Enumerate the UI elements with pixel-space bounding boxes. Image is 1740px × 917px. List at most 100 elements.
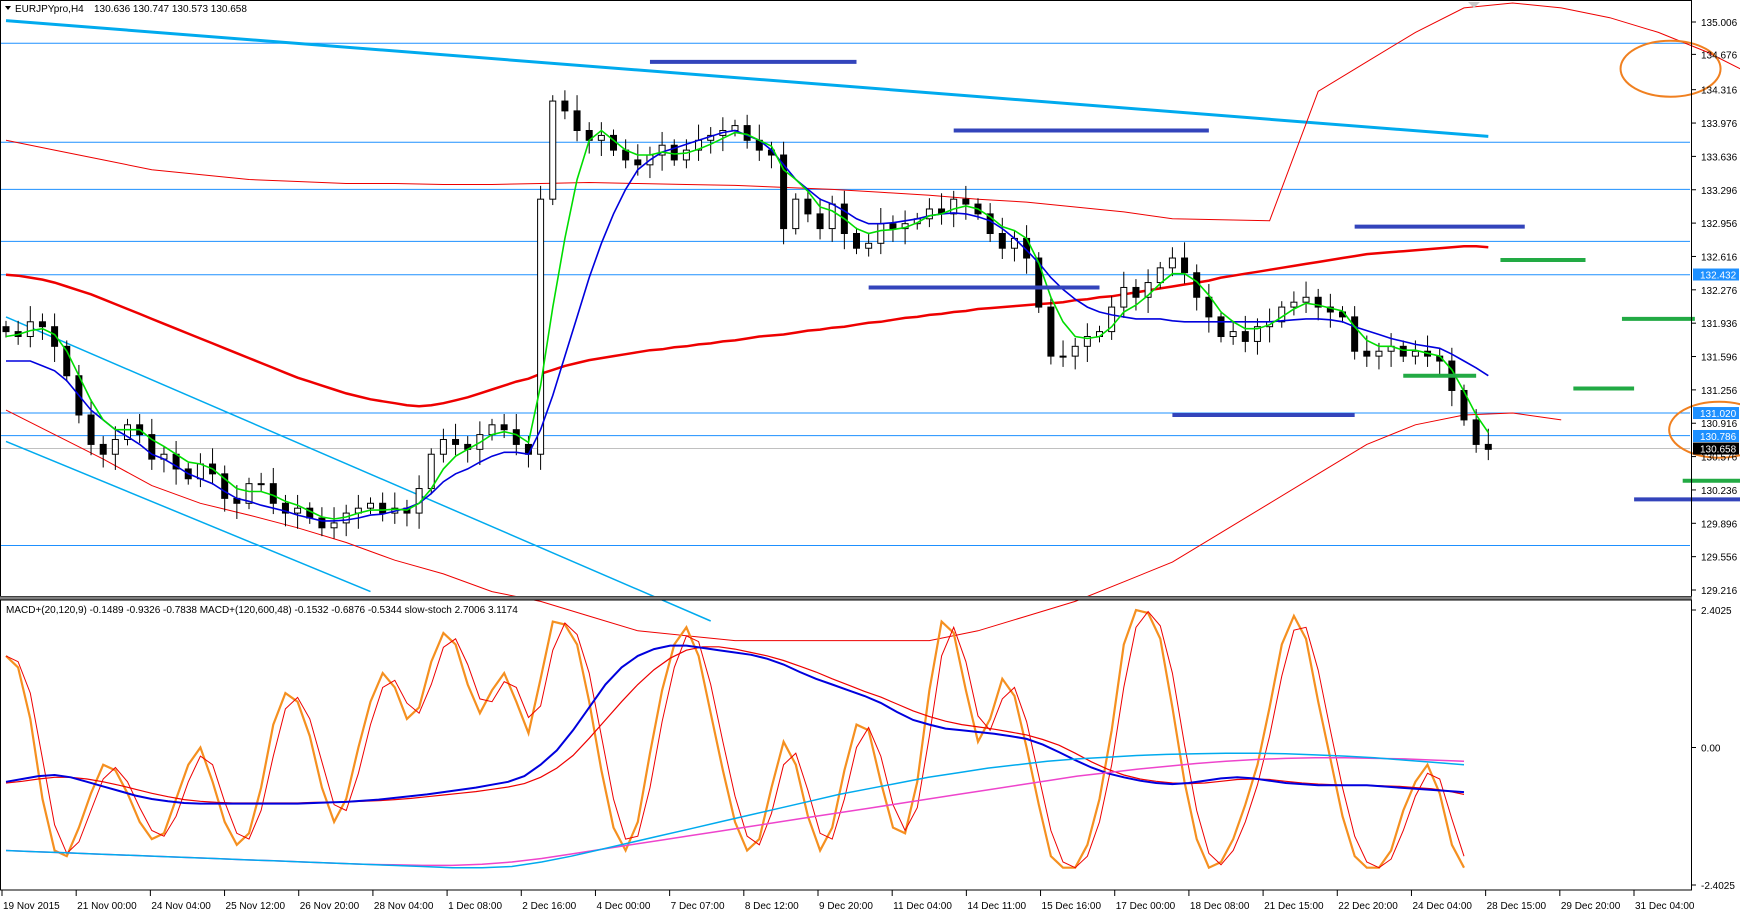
time-axis[interactable]: 19 Nov 2015 21 Nov 00:00 24 Nov 04:00 25 No… bbox=[1, 890, 1695, 912]
candle-bear bbox=[1217, 316, 1225, 338]
candle-bear bbox=[1314, 296, 1322, 308]
ma-fast-line bbox=[5, 129, 1489, 520]
candle-bull bbox=[877, 223, 885, 244]
time-tick-label: 11 Dec 04:00 bbox=[893, 901, 952, 912]
candle-bull bbox=[1229, 331, 1237, 338]
indicator-tick-label: 2.4025 bbox=[1701, 606, 1732, 617]
candle-bear bbox=[1241, 331, 1249, 342]
candle-bull bbox=[1278, 306, 1286, 323]
time-tick-label: 19 Nov 2015 bbox=[3, 901, 60, 912]
candle-bear bbox=[2, 326, 10, 333]
time-tick-label: 2 Dec 16:00 bbox=[522, 901, 576, 912]
candle-bear bbox=[962, 198, 970, 205]
candle-bear bbox=[1205, 296, 1213, 318]
candle-bull bbox=[925, 208, 933, 220]
candle-bull bbox=[111, 439, 119, 455]
time-tick-label: 24 Nov 04:00 bbox=[151, 901, 211, 912]
candle-bull bbox=[1253, 326, 1261, 342]
candle-bull bbox=[294, 507, 302, 514]
candle-bear bbox=[1035, 257, 1043, 308]
candle-bear bbox=[318, 517, 326, 529]
time-tick-label: 1 Dec 08:00 bbox=[448, 901, 502, 912]
time-tick-label: 29 Dec 20:00 bbox=[1561, 901, 1621, 912]
candle-bull bbox=[196, 463, 204, 480]
price-label-text: 132.432 bbox=[1700, 271, 1737, 282]
time-tick-label: 9 Dec 20:00 bbox=[819, 901, 873, 912]
candle-bear bbox=[853, 233, 860, 249]
price-tick-label: 129.896 bbox=[1701, 519, 1738, 530]
price-tick-label: 131.936 bbox=[1701, 319, 1738, 330]
price-tick-label: 130.576 bbox=[1701, 453, 1738, 464]
price-tick-label: 134.676 bbox=[1701, 50, 1738, 61]
price-tick-label: 130.236 bbox=[1701, 486, 1738, 497]
candle-bear bbox=[1181, 257, 1189, 274]
trendline-upper-channel bbox=[5, 19, 1489, 138]
price-tick-label: 132.276 bbox=[1701, 286, 1738, 297]
price-labels: 132.432 131.020 130.786 130.658 bbox=[1693, 268, 1739, 456]
price-tick-label: 129.556 bbox=[1701, 553, 1738, 564]
stoch-signal bbox=[5, 610, 1465, 869]
price-tick-label: 131.256 bbox=[1701, 386, 1738, 397]
price-tick-label: 133.636 bbox=[1701, 152, 1738, 163]
envelope-bands bbox=[5, 2, 1740, 642]
candle-bull bbox=[26, 321, 34, 338]
candle-bear bbox=[1132, 286, 1140, 298]
candle-bear bbox=[634, 159, 642, 166]
candle-bull bbox=[257, 483, 265, 486]
candle-bear bbox=[87, 414, 95, 445]
trend-lines[interactable] bbox=[5, 19, 1489, 622]
price-label-text: 130.786 bbox=[1700, 432, 1737, 443]
candle-bull bbox=[792, 198, 800, 230]
candle-bear bbox=[1472, 419, 1480, 445]
price-tick-label: 130.916 bbox=[1701, 419, 1738, 430]
ma-slow-blue bbox=[6, 129, 1489, 522]
indicator-tick-label: 0.00 bbox=[1701, 744, 1721, 755]
candle-bull bbox=[1071, 345, 1079, 357]
price-label-box bbox=[1693, 407, 1739, 420]
macd-slow-main bbox=[5, 752, 1465, 869]
candle-bear bbox=[1351, 316, 1359, 352]
candle-bull bbox=[1411, 350, 1419, 357]
dropdown-triangle-icon[interactable] bbox=[5, 6, 11, 10]
candle-bear bbox=[573, 110, 581, 131]
candle-bear bbox=[148, 434, 156, 460]
candle-bear bbox=[1484, 443, 1492, 450]
price-label-box bbox=[1693, 429, 1739, 442]
candle-bear bbox=[816, 213, 824, 230]
indicator-tick-label: -2.4025 bbox=[1701, 881, 1735, 892]
candle-bull bbox=[1144, 282, 1152, 298]
price-label-box bbox=[1693, 268, 1739, 281]
candle-bull bbox=[537, 198, 545, 455]
ma-200-red bbox=[5, 245, 1489, 408]
indicator-subchart bbox=[5, 608, 1465, 870]
candle-bear bbox=[452, 439, 460, 445]
highlight-circles[interactable] bbox=[1619, 39, 1740, 459]
time-tick-label: 28 Dec 15:00 bbox=[1487, 901, 1547, 912]
candle-bull bbox=[1302, 296, 1310, 303]
trendline-channel-bottom bbox=[5, 440, 371, 593]
candle-bull bbox=[1290, 301, 1298, 308]
candle-bear bbox=[804, 198, 812, 215]
price-label-text: 131.020 bbox=[1700, 409, 1737, 420]
time-tick-label: 18 Dec 08:00 bbox=[1190, 901, 1250, 912]
price-axis[interactable]: 135.006 134.676 134.316 133.976 133.636 133.2… bbox=[1692, 18, 1738, 597]
support-resistance-marks[interactable] bbox=[649, 59, 1740, 502]
candle-bull bbox=[597, 134, 605, 141]
price-label-box bbox=[1693, 442, 1739, 455]
price-tick-label: 129.216 bbox=[1701, 586, 1738, 597]
sub-panel-frame bbox=[0, 599, 1692, 891]
scroll-marker-icon[interactable] bbox=[1468, 2, 1480, 8]
candle-bear bbox=[269, 483, 277, 504]
time-tick-label: 8 Dec 12:00 bbox=[745, 901, 799, 912]
candle-bear bbox=[1399, 345, 1407, 357]
ohlc-info: 130.636 130.747 130.573 130.658 bbox=[94, 4, 247, 15]
indicator-axis: 2.4025 0.00 -2.4025 bbox=[1692, 606, 1735, 892]
band-lower bbox=[5, 409, 1562, 642]
macd-fast-main bbox=[5, 644, 1465, 805]
candle-bear bbox=[670, 144, 678, 161]
time-tick-label: 22 Dec 20:00 bbox=[1338, 901, 1398, 912]
candle-bull bbox=[1059, 355, 1067, 358]
price-tick-label: 131.596 bbox=[1701, 353, 1738, 364]
